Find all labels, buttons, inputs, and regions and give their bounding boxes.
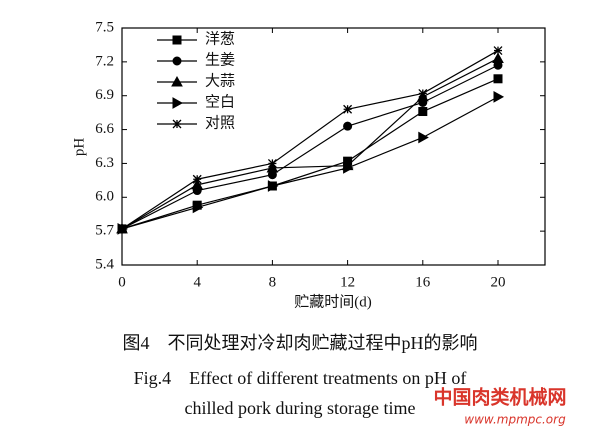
marker [343, 104, 353, 114]
x-tick-label: 0 [118, 274, 126, 290]
y-tick-label: 6.0 [95, 189, 114, 205]
legend-label: 对照 [205, 114, 235, 131]
x-tick-label: 20 [491, 274, 506, 290]
x-axis-title: 贮藏时间(d) [294, 293, 372, 310]
watermark: 中国肉类机械网 [433, 386, 566, 409]
x-tick-label: 12 [340, 274, 355, 290]
watermark-url: www.mpmpc.org [464, 413, 566, 427]
marker [418, 107, 428, 117]
series-line [121, 96, 499, 230]
marker [493, 90, 505, 103]
marker [191, 178, 204, 190]
series-line [121, 78, 499, 230]
y-tick-label: 5.7 [95, 223, 114, 239]
plot-frame [121, 27, 546, 266]
caption-en: Fig.4 Effect of different treatments on … [134, 368, 467, 388]
marker [418, 88, 428, 98]
legend-label: 空白 [205, 93, 235, 110]
y-tick-label: 6.6 [95, 121, 114, 137]
x-tick-label: 8 [269, 274, 277, 290]
y-tick-label: 7.5 [95, 19, 114, 35]
series-line [121, 50, 499, 230]
x-tick-label: 4 [193, 274, 201, 290]
y-axis-title: pH [71, 138, 87, 157]
legend-marker [172, 119, 182, 129]
marker [493, 74, 503, 84]
y-tick-label: 5.4 [95, 256, 114, 272]
y-tick-label: 6.9 [95, 87, 114, 103]
marker [192, 201, 204, 214]
series-line [121, 57, 499, 230]
legend-label: 生姜 [205, 51, 235, 68]
legend-label: 大蒜 [205, 72, 235, 89]
y-tick-label: 7.2 [95, 53, 114, 69]
legend-marker [172, 56, 182, 66]
marker [343, 162, 354, 174]
x-tick-label: 16 [415, 274, 431, 290]
y-tick-label: 6.3 [95, 155, 114, 171]
marker [267, 180, 279, 192]
legend-marker [172, 35, 182, 45]
series-line [121, 64, 499, 230]
legend-marker [172, 97, 184, 109]
marker [418, 131, 429, 144]
marker [117, 224, 127, 234]
marker [192, 174, 202, 184]
legend-marker [171, 75, 183, 87]
marker [343, 121, 353, 131]
marker [493, 46, 503, 56]
marker [266, 161, 279, 173]
legend-label: 洋葱 [205, 30, 235, 47]
caption-en: chilled pork during storage time [185, 398, 416, 418]
marker [267, 158, 277, 168]
marker [492, 52, 504, 63]
caption-cn: 图4 不同处理对冷却肉贮藏过程中pH的影响 [123, 333, 478, 353]
